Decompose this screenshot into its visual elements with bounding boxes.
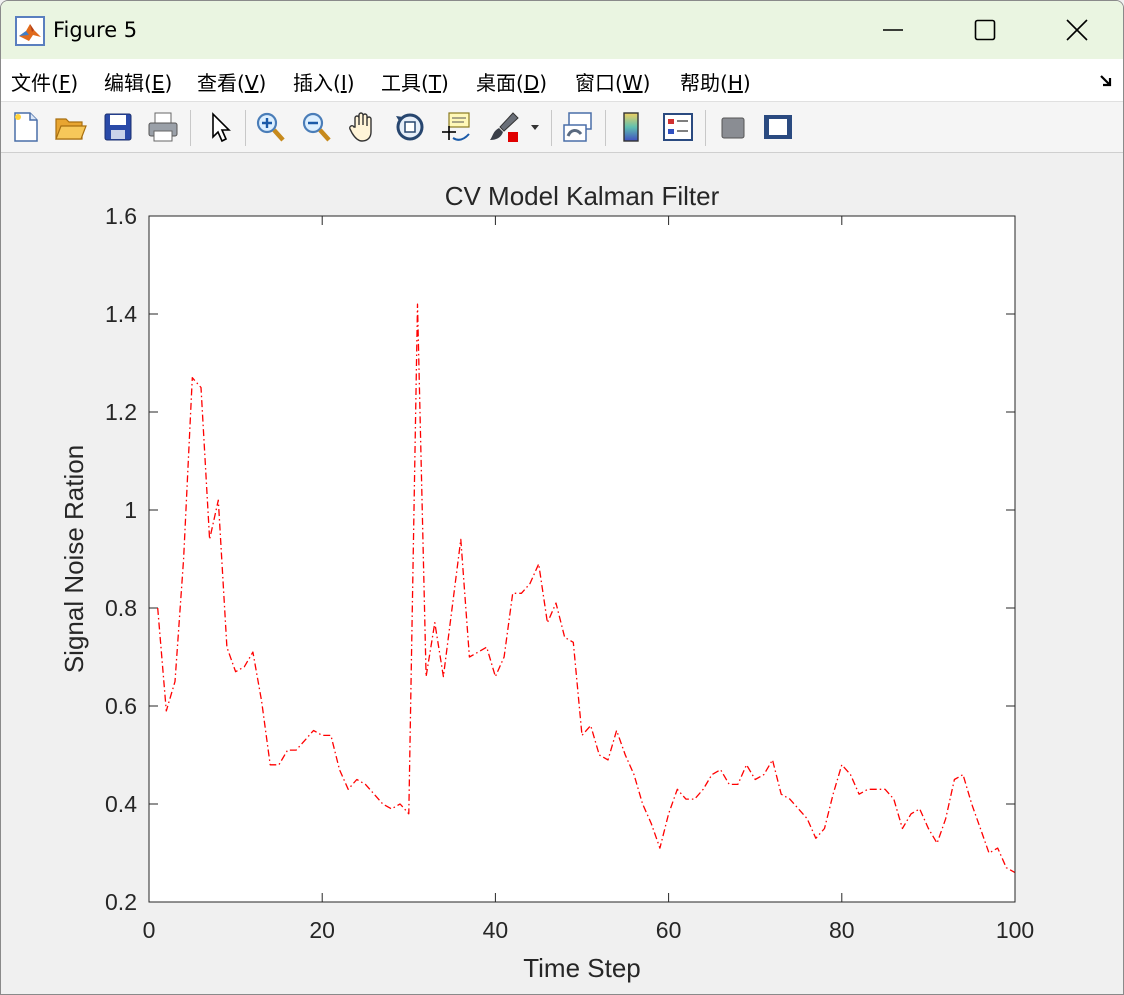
hide-plot-tools-button[interactable] [716,110,750,144]
menu-tools[interactable]: 工具(T) [381,71,449,95]
pointer-button[interactable] [203,110,237,144]
colorbar-icon [623,112,639,142]
y-tick-label: 1 [124,497,137,523]
y-axis-label: Signal Noise Ration [59,445,89,673]
link-plot-button[interactable] [561,110,595,144]
plot-area[interactable] [149,216,1015,902]
hide-plot-tools-icon [721,117,745,139]
brush-dropdown-icon [531,125,539,130]
zoom-out-button[interactable] [299,110,333,144]
toolbar-separator [551,110,552,146]
toolbar-separator [190,110,191,146]
toolbar-separator [605,110,606,146]
link-plot-icon [563,112,592,142]
menu-view[interactable]: 查看(V) [197,71,267,95]
dock-arrow-icon[interactable] [1098,73,1114,89]
zoom-out-icon [302,112,331,142]
menu-file[interactable]: 文件(F) [11,71,79,95]
data-cursor-button[interactable] [439,110,473,144]
y-tick-label: 0.2 [105,889,137,915]
x-axis-label: Time Step [523,953,641,983]
print-button[interactable] [146,110,180,144]
y-tick-label: 1.2 [105,399,137,425]
line-chart[interactable]: 0 20 40 60 80 100 0.2 0.4 0.6 0.8 1 1.2 1.4 1.6 CV M… [1,153,1123,994]
toolbar-separator [245,110,246,146]
y-tick-label: 1.4 [105,301,137,327]
toolbar-separator [705,110,706,146]
y-tick-label: 0.8 [105,595,137,621]
pointer-icon [212,112,231,143]
x-tick-label: 80 [829,917,855,943]
show-plot-tools-button[interactable] [761,110,795,144]
x-tick-labels: 0 20 40 60 80 100 [143,917,1035,943]
menu-edit[interactable]: 编辑(E) [104,71,173,95]
y-tick-label: 0.4 [105,791,137,817]
maximize-icon [974,19,996,41]
figure-canvas[interactable]: 0 20 40 60 80 100 0.2 0.4 0.6 0.8 1 1.2 1.4 1.6 CV M… [1,153,1123,994]
chart-title: CV Model Kalman Filter [445,181,720,211]
open-file-icon [55,118,87,140]
y-tick-labels: 0.2 0.4 0.6 0.8 1 1.2 1.4 1.6 [105,203,137,915]
rotate-3d-button[interactable] [393,110,427,144]
matlab-logo-icon [15,16,45,46]
x-tick-label: 100 [996,917,1034,943]
open-file-button[interactable] [53,110,87,144]
menu-bar: 文件(F) 编辑(E) 查看(V) 插入(I) 工具(T) 桌面(D) 窗口(W… [1,59,1123,102]
show-plot-tools-icon [764,115,792,139]
x-tick-label: 40 [483,917,509,943]
zoom-in-button[interactable] [253,110,287,144]
colorbar-button[interactable] [615,110,649,144]
maximize-button[interactable] [939,1,1031,59]
title-bar[interactable]: Figure 5 [1,1,1123,59]
zoom-in-icon [256,112,285,142]
data-cursor-icon [442,112,470,141]
series-line-group [157,303,1016,874]
series-line-0[interactable] [157,303,1016,874]
x-tick-label: 0 [143,917,156,943]
print-icon [148,112,178,142]
rotate-3d-icon [396,113,424,141]
pan-button[interactable] [346,110,380,144]
menu-window[interactable]: 窗口(W) [575,71,651,95]
menu-insert[interactable]: 插入(I) [293,71,355,95]
new-figure-button[interactable] [9,110,43,144]
save-button[interactable] [101,110,135,144]
minimize-button[interactable] [847,1,939,59]
legend-button[interactable] [661,110,695,144]
window-title: Figure 5 [53,18,138,42]
brush-button[interactable] [487,110,521,144]
close-icon [1066,19,1088,41]
brush-dropdown-button[interactable] [527,110,543,144]
x-tick-label: 60 [656,917,682,943]
new-figure-icon [14,112,38,142]
legend-icon [663,113,693,141]
menu-desktop[interactable]: 桌面(D) [476,71,548,95]
y-tick-label: 0.6 [105,693,137,719]
close-button[interactable] [1031,1,1123,59]
pan-hand-icon [349,112,372,142]
axes-box [148,215,1016,903]
save-icon [104,113,132,141]
y-tick-label: 1.6 [105,203,137,229]
menu-help[interactable]: 帮助(H) [680,71,751,95]
brush-icon [490,112,519,142]
figure-toolbar [1,102,1123,153]
minimize-icon [883,29,903,31]
x-tick-label: 20 [309,917,335,943]
